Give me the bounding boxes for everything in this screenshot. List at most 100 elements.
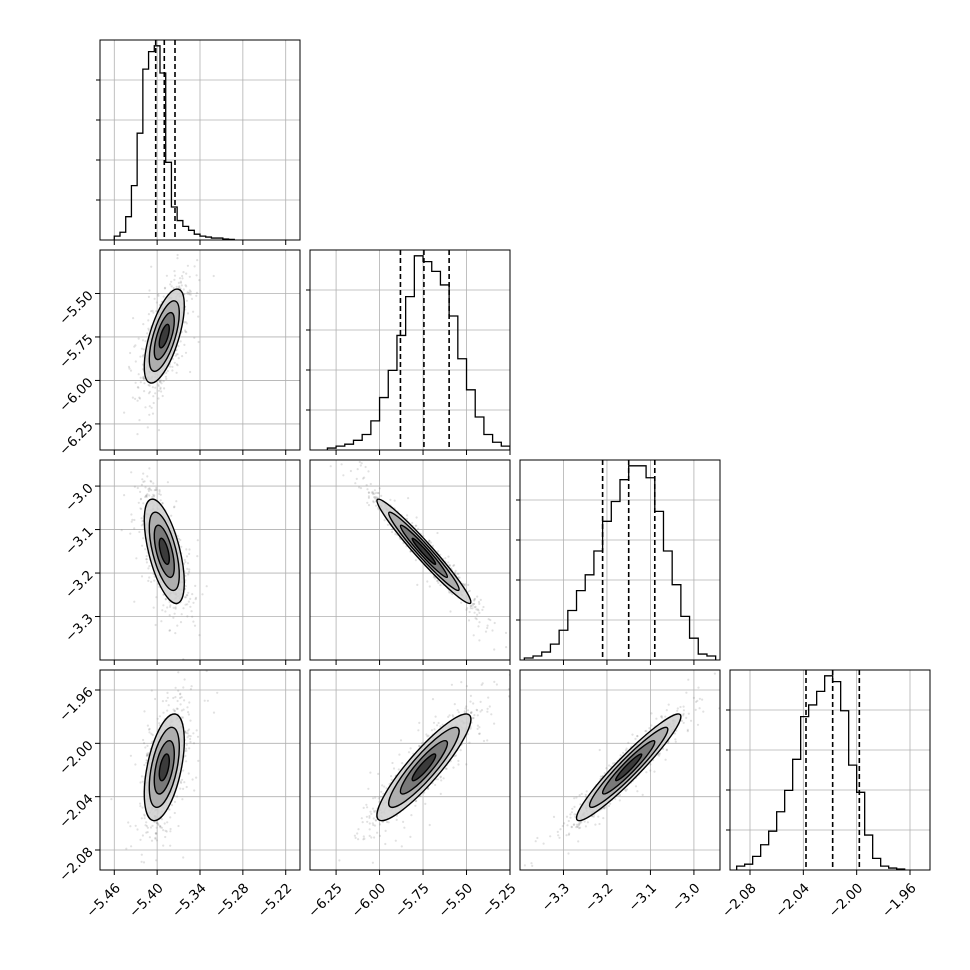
sample-point (372, 797, 375, 800)
sample-point (165, 371, 168, 374)
sample-point (139, 781, 142, 784)
sample-point (414, 524, 417, 527)
sample-point (154, 697, 157, 701)
sample-point (140, 775, 143, 778)
sample-point (145, 831, 148, 834)
sample-point (486, 624, 489, 627)
sample-point (133, 527, 136, 530)
sample-point (169, 844, 172, 847)
sample-point (145, 558, 148, 561)
sample-point (449, 610, 452, 613)
sample-point (176, 707, 179, 711)
sample-point (369, 810, 372, 813)
sample-point (145, 754, 149, 757)
sample-point (186, 567, 189, 571)
sample-point (139, 490, 142, 493)
sample-point (184, 351, 188, 354)
sample-point (145, 494, 148, 497)
sample-point (143, 390, 146, 393)
sample-point (206, 699, 209, 702)
sample-point (135, 557, 138, 560)
sample-point (157, 397, 160, 400)
sample-point (155, 486, 158, 490)
sample-point (184, 596, 187, 599)
sample-point (192, 732, 195, 735)
contour-2-0-3 (143, 498, 185, 605)
sample-point (142, 472, 145, 475)
sample-point (189, 740, 192, 744)
sample-point (150, 489, 153, 492)
sample-point (176, 699, 179, 703)
y-tick-label: −5.75 (56, 331, 97, 372)
sample-point (158, 715, 161, 718)
sample-point (374, 497, 377, 500)
sample-point (398, 753, 401, 756)
sample-point (192, 742, 196, 745)
sample-point (145, 555, 148, 558)
sample-point (158, 490, 161, 493)
sample-point (134, 381, 137, 384)
histogram-0 (113, 45, 235, 240)
sample-point (369, 482, 372, 486)
sample-point (479, 710, 482, 713)
sample-point (140, 483, 143, 486)
sample-point (184, 730, 187, 733)
sample-point (139, 498, 142, 501)
sample-point (147, 319, 150, 322)
sample-point (383, 519, 386, 522)
sample-point (133, 600, 136, 603)
sample-point (490, 713, 493, 716)
sample-point (174, 696, 177, 699)
sample-point (193, 336, 196, 339)
sample-point (453, 703, 456, 706)
sample-point (477, 600, 481, 604)
sample-point (169, 604, 172, 607)
y-tick-label: −3.2 (62, 567, 96, 601)
sample-point (176, 624, 179, 627)
sample-point (141, 834, 144, 837)
sample-point (144, 494, 147, 497)
sample-point (467, 583, 470, 587)
sample-point (160, 390, 163, 393)
sample-point (136, 386, 139, 389)
sample-point (139, 497, 143, 500)
contour-2-0-0 (158, 537, 170, 566)
sample-point (154, 832, 158, 835)
sample-point (418, 744, 421, 748)
sample-point (169, 605, 172, 609)
sample-point (464, 583, 467, 586)
sample-point (139, 355, 142, 358)
sample-point (154, 836, 157, 840)
sample-point (182, 769, 185, 772)
sample-point (372, 823, 375, 827)
sample-point (481, 608, 484, 612)
sample-point (151, 733, 154, 737)
sample-point (136, 399, 139, 402)
sample-point (147, 753, 150, 757)
sample-point (437, 581, 440, 585)
sample-point (148, 494, 151, 497)
sample-point (180, 545, 183, 548)
sample-point (186, 603, 189, 606)
sample-point (444, 557, 447, 560)
sample-point (142, 375, 145, 378)
sample-point (371, 490, 374, 493)
sample-point (182, 271, 185, 274)
sample-point (364, 465, 367, 469)
sample-point (333, 442, 335, 444)
sample-point (197, 759, 200, 763)
sample-point (373, 810, 376, 814)
sample-point (171, 357, 174, 360)
sample-point (143, 377, 146, 380)
sample-point (439, 775, 442, 778)
sample-point (127, 821, 130, 824)
sample-point (399, 739, 403, 742)
sample-point (448, 591, 451, 594)
contour-2-1-1 (399, 524, 449, 579)
sample-point (198, 279, 201, 282)
sample-point (173, 278, 176, 281)
sample-point (183, 558, 186, 562)
sample-point (145, 821, 148, 824)
contour-2-1-3 (376, 498, 472, 605)
sample-point (177, 824, 180, 828)
